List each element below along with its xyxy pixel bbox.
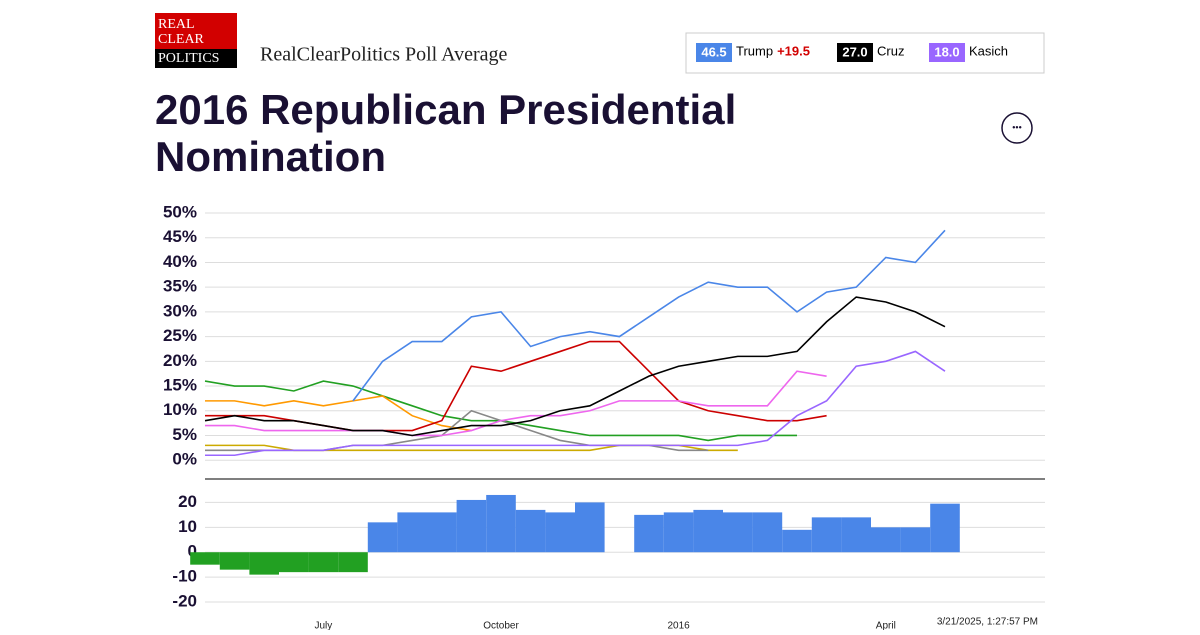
- bar: [634, 514, 664, 553]
- logo-text: CLEAR: [158, 32, 205, 47]
- bar: [545, 512, 575, 553]
- leader-value: 46.5: [701, 44, 726, 59]
- subtitle: RealClearPolitics Poll Average: [260, 44, 507, 66]
- bar: [308, 552, 339, 573]
- leader-value: 27.0: [842, 44, 867, 59]
- y-tick-label: 5%: [172, 425, 197, 444]
- leader-name: Trump: [736, 43, 773, 58]
- x-tick-label: October: [483, 621, 519, 630]
- bar: [693, 509, 723, 553]
- bar: [219, 552, 250, 570]
- y-tick-label: 10: [178, 517, 197, 536]
- bar: [723, 512, 753, 553]
- menu-button[interactable]: •••: [1001, 112, 1033, 144]
- series-line: [205, 350, 946, 457]
- bar: [515, 509, 546, 553]
- bar: [575, 502, 605, 553]
- y-tick-label: 50%: [163, 202, 197, 221]
- leader-badge: [696, 43, 732, 62]
- bar: [367, 522, 398, 553]
- y-tick-label: 10%: [163, 400, 197, 419]
- series-line: [204, 296, 946, 437]
- y-tick-label: 20: [178, 492, 197, 511]
- bar: [841, 517, 871, 553]
- bar: [338, 552, 368, 573]
- x-tick-label: 2016: [667, 621, 690, 630]
- bar: [190, 552, 220, 565]
- bar: [930, 503, 960, 553]
- title: Nomination: [155, 133, 386, 180]
- bar: [782, 529, 812, 553]
- bar: [663, 512, 694, 553]
- timestamp: 3/21/2025, 1:27:57 PM: [937, 617, 1038, 628]
- logo-red: [155, 13, 237, 49]
- legend-box: [685, 32, 1045, 74]
- bar: [811, 517, 842, 553]
- menu-dots[interactable]: •••: [1012, 122, 1021, 132]
- menu-circle[interactable]: [1001, 112, 1033, 144]
- y-tick-label: 0: [188, 542, 197, 561]
- bar: [279, 552, 309, 573]
- x-tick-label: April: [876, 621, 896, 630]
- y-tick-label: 15%: [163, 376, 197, 395]
- series-line: [352, 229, 946, 402]
- leader-spread: +19.5: [777, 43, 810, 58]
- bar: [752, 512, 783, 553]
- series-line: [205, 370, 827, 437]
- bar: [397, 512, 427, 553]
- bar: [427, 512, 457, 553]
- y-tick-label: 30%: [163, 301, 197, 320]
- x-tick-label: July: [315, 621, 333, 630]
- y-tick-label: 35%: [163, 277, 197, 296]
- y-tick-label: 20%: [163, 351, 197, 370]
- leader-badge: [929, 43, 965, 62]
- bar: [486, 494, 516, 553]
- bar: [456, 499, 487, 553]
- logo-text: REAL: [158, 17, 195, 32]
- bar: [871, 527, 901, 553]
- leader-badge: [837, 43, 873, 62]
- leader-value: 18.0: [934, 44, 959, 59]
- y-tick-label: 45%: [163, 227, 197, 246]
- series-line: [205, 395, 472, 432]
- leader-name: Kasich: [969, 43, 1008, 58]
- y-tick-label: 0%: [172, 450, 197, 469]
- logo-text: POLITICS: [158, 51, 219, 66]
- y-tick-label: -10: [172, 567, 197, 586]
- leader-name: Cruz: [877, 43, 904, 58]
- bar: [249, 552, 279, 575]
- title: 2016 Republican Presidential: [155, 86, 736, 133]
- y-tick-label: 40%: [163, 252, 197, 271]
- y-tick-label: -20: [172, 592, 197, 611]
- bar: [900, 527, 931, 553]
- y-tick-label: 25%: [163, 326, 197, 345]
